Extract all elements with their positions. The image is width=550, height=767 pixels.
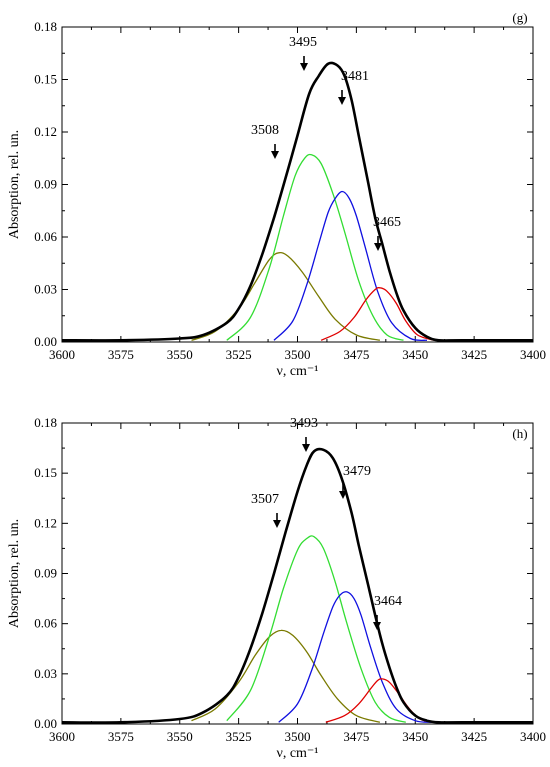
peak-arrow-head (373, 622, 381, 630)
y-axis-title: Absorption, rel. un. (7, 519, 22, 628)
peak-label: 3495 (289, 35, 317, 50)
component-curve (273, 190, 428, 342)
y-tick-label: 0.09 (34, 566, 57, 581)
plot-frame (61, 26, 534, 343)
x-tick-label: 3600 (49, 729, 75, 744)
peak-arrow-head (302, 444, 310, 452)
panel-tag: (g) (512, 10, 527, 25)
x-tick-label: 3475 (343, 729, 369, 744)
x-tick-label: 3500 (285, 347, 311, 362)
y-tick-label: 0.00 (34, 716, 57, 731)
y-tick-label: 0.03 (34, 666, 57, 681)
component-curve (320, 287, 435, 341)
y-tick-label: 0.18 (34, 415, 57, 430)
y-tick-label: 0.06 (34, 616, 57, 631)
y-tick-label: 0.18 (34, 19, 57, 34)
peak-label: 3507 (251, 492, 279, 507)
component-curve (278, 591, 432, 723)
y-tick-label: 0.03 (34, 282, 57, 297)
y-tick-label: 0.00 (34, 334, 57, 349)
y-tick-label: 0.15 (34, 465, 57, 480)
x-tick-label: 3575 (108, 729, 134, 744)
peak-label: 3464 (374, 594, 402, 609)
x-tick-label: 3575 (108, 347, 134, 362)
y-axis-title: Absorption, rel. un. (7, 130, 22, 239)
component-curve (226, 535, 406, 723)
y-tick-label: 0.15 (34, 72, 57, 87)
x-axis-title: ν, cm⁻¹ (276, 746, 318, 761)
peak-label: 3508 (251, 123, 279, 138)
y-tick-label: 0.09 (34, 177, 57, 192)
chart-panel-g: 3600 3575 3550 3525 3500 3475 3450 3425 3400 0.00… (7, 10, 546, 379)
x-tick-label: 3500 (285, 729, 311, 744)
y-tick-label: 0.06 (34, 229, 57, 244)
component-curve (191, 629, 381, 723)
x-tick-label: 3525 (226, 347, 252, 362)
x-tick-label: 3425 (461, 729, 487, 744)
x-tick-label: 3525 (226, 729, 252, 744)
x-tick-label: 3450 (402, 347, 428, 362)
x-tick-label: 3550 (167, 347, 193, 362)
x-tick-label: 3475 (343, 347, 369, 362)
x-tick-label: 3450 (402, 729, 428, 744)
x-tick-label: 3550 (167, 729, 193, 744)
x-tick-label: 3425 (461, 347, 487, 362)
component-curve (226, 153, 404, 341)
peak-arrow-head (338, 97, 346, 105)
panel-tag: (h) (512, 426, 527, 441)
peak-label: 3465 (373, 215, 401, 230)
peak-label: 3481 (341, 69, 369, 84)
peak-arrow-head (300, 63, 308, 71)
y-tick-label: 0.12 (34, 515, 57, 530)
y-tick-label: 0.12 (34, 124, 57, 139)
envelope-curve (61, 61, 533, 342)
peak-label: 3479 (343, 464, 371, 479)
x-tick-label: 3400 (520, 729, 546, 744)
envelope-curve (61, 447, 533, 724)
peak-arrow-head (374, 243, 382, 251)
peak-label: 3493 (290, 416, 318, 431)
x-tick-label: 3600 (49, 347, 75, 362)
chart-panel-h: 3600 3575 3550 3525 3500 3475 3450 3425 3400 0.00… (7, 415, 546, 761)
peak-arrow-head (271, 151, 279, 159)
peak-arrow-head (339, 491, 347, 499)
peak-arrow-head (273, 520, 281, 528)
x-tick-label: 3400 (520, 347, 546, 362)
x-axis-title: ν, cm⁻¹ (276, 364, 318, 379)
plot-frame (61, 422, 534, 725)
